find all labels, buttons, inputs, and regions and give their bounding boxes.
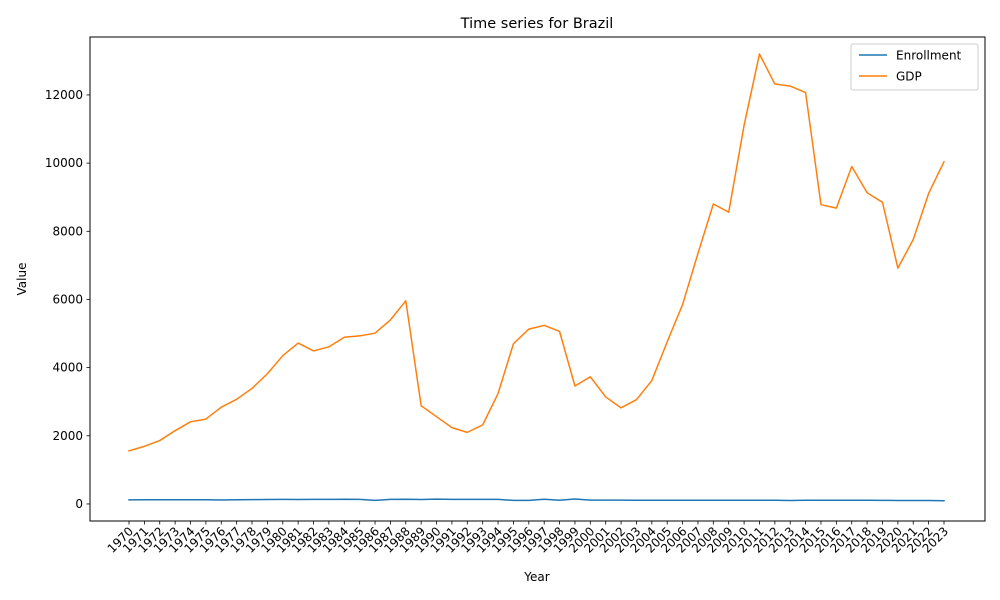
legend-label-gdp: GDP <box>896 70 922 84</box>
x-axis-title: Year <box>523 570 549 584</box>
y-tick-label: 6000 <box>52 292 83 306</box>
y-axis: 0 2000 4000 6000 8000 10000 12000 <box>45 88 90 511</box>
plot-frame <box>89 36 986 522</box>
series-line-gdp <box>128 53 946 452</box>
y-tick-label: 4000 <box>52 361 83 375</box>
y-axis-title: Value <box>15 263 29 296</box>
series-layer <box>128 53 946 502</box>
y-tick-label: 2000 <box>52 429 83 443</box>
y-tick-label: 10000 <box>45 156 83 170</box>
y-tick-label: 12000 <box>45 88 83 102</box>
y-tick-label: 8000 <box>52 224 83 238</box>
y-tick-label: 0 <box>75 497 83 511</box>
chart-title: Time series for Brazil <box>460 16 614 32</box>
legend-label-enrollment: Enrollment <box>896 49 962 63</box>
legend: Enrollment GDP <box>850 43 979 91</box>
series-line-enrollment <box>128 498 945 502</box>
